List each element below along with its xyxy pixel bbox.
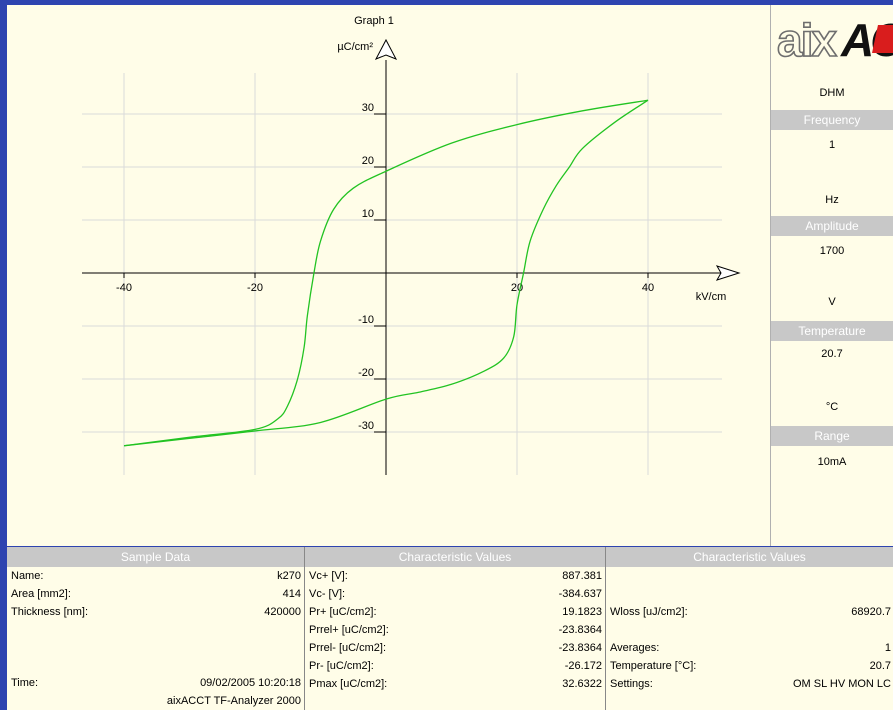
chart-axes: Graph 1 µC/cm² kV/cm bbox=[82, 15, 741, 475]
temperature-unit: °C bbox=[825, 401, 839, 413]
prrel-plus-row: Prrel+ [uC/cm2]: -23.8364 bbox=[305, 621, 606, 639]
x-tick-label: -40 bbox=[116, 282, 132, 294]
temperature-label: Temperature bbox=[771, 321, 893, 341]
wloss-value: 68920.7 bbox=[851, 606, 891, 618]
y-tick-label: -10 bbox=[358, 314, 374, 326]
x-axis-arrow bbox=[715, 265, 741, 281]
amplitude-value: 1700 bbox=[819, 245, 845, 257]
settings-label: Settings: bbox=[610, 678, 653, 690]
pr-minus-row: Pr- [uC/cm2]: -26.172 bbox=[305, 657, 606, 675]
hysteresis-descending-branch bbox=[123, 99, 649, 447]
software-name: aixACCT TF-Analyzer 2000 bbox=[166, 695, 301, 707]
prrel-minus-row: Prrel- [uC/cm2]: -23.8364 bbox=[305, 639, 606, 657]
temperature-value: 20.7 bbox=[821, 348, 843, 360]
sample-thickness-row: Thickness [nm]: 420000 bbox=[7, 603, 305, 621]
hysteresis-graph-panel: Graph 1 µC/cm² kV/cm -40 -20 20 40 30 20 10 -10… bbox=[7, 5, 771, 546]
y-tick-label: -20 bbox=[358, 367, 374, 379]
chart-title: Graph 1 bbox=[354, 15, 394, 27]
vc-minus-row: Vc- [V]: -384.637 bbox=[305, 585, 606, 603]
sample-area-value: 414 bbox=[282, 588, 301, 600]
prrel-plus-value: -23.8364 bbox=[558, 624, 602, 636]
prrel-plus-label: Prrel+ [uC/cm2]: bbox=[309, 624, 389, 636]
vc-plus-label: Vc+ [V]: bbox=[309, 570, 348, 582]
sample-time-label: Time: bbox=[11, 677, 39, 689]
averages-value: 1 bbox=[884, 642, 891, 654]
range-value: 10mA bbox=[817, 456, 847, 468]
vc-minus-label: Vc- [V]: bbox=[309, 588, 346, 600]
sample-time-value: 09/02/2005 10:20:18 bbox=[200, 677, 301, 689]
sample-time-row: Time: 09/02/2005 10:20:18 bbox=[7, 674, 305, 692]
pr-plus-row: Pr+ [uC/cm2]: 19.1823 bbox=[305, 603, 606, 621]
amplitude-label: Amplitude bbox=[771, 216, 893, 236]
y-tick-label: 20 bbox=[362, 155, 374, 167]
prrel-minus-value: -23.8364 bbox=[558, 642, 602, 654]
y-tick-label: 10 bbox=[362, 208, 374, 220]
pr-plus-label: Pr+ [uC/cm2]: bbox=[309, 606, 377, 618]
sample-thickness-label: Thickness [nm]: bbox=[11, 606, 89, 618]
aixacct-logo: aixAC bbox=[771, 11, 893, 67]
vc-plus-value: 887.381 bbox=[562, 570, 602, 582]
hysteresis-ascending-branch bbox=[123, 99, 649, 447]
sample-data-column: Sample Data Name: k270 Area [mm2]: 414 T… bbox=[7, 547, 305, 710]
pmax-row: Pmax [uC/cm2]: 32.6322 bbox=[305, 675, 606, 693]
pr-minus-value: -26.172 bbox=[564, 660, 602, 672]
frequency-label: Frequency bbox=[771, 110, 893, 130]
mode-value: DHM bbox=[819, 87, 845, 99]
frequency-unit: Hz bbox=[825, 194, 839, 206]
sample-data-header: Sample Data bbox=[7, 547, 304, 567]
chart-series bbox=[123, 99, 649, 447]
sample-area-label: Area [mm2]: bbox=[11, 588, 71, 600]
wloss-row: Wloss [uJ/cm2]: 68920.7 bbox=[606, 603, 893, 621]
sample-name-value: k270 bbox=[277, 570, 301, 582]
software-row: aixACCT TF-Analyzer 2000 bbox=[7, 692, 305, 710]
sample-area-row: Area [mm2]: 414 bbox=[7, 585, 305, 603]
characteristic-values-column-1: Characteristic Values Vc+ [V]: 887.381 V… bbox=[305, 547, 606, 710]
averages-label: Averages: bbox=[610, 642, 660, 654]
averages-row: Averages: 1 bbox=[606, 639, 893, 657]
y-tick-label: -30 bbox=[358, 420, 374, 432]
sample-name-label: Name: bbox=[11, 570, 44, 582]
y-tick-label: 30 bbox=[362, 102, 374, 114]
pmax-value: 32.6322 bbox=[562, 678, 602, 690]
temperature-c-value: 20.7 bbox=[869, 660, 891, 672]
range-label: Range bbox=[771, 426, 893, 446]
vc-plus-row: Vc+ [V]: 887.381 bbox=[305, 567, 606, 585]
characteristic-values-header-1: Characteristic Values bbox=[305, 547, 605, 567]
x-tick-label: -20 bbox=[247, 282, 263, 294]
x-tick-label: 40 bbox=[642, 282, 654, 294]
temperature-row: Temperature [°C]: 20.7 bbox=[606, 657, 893, 675]
amplitude-unit: V bbox=[828, 296, 836, 308]
pr-minus-label: Pr- [uC/cm2]: bbox=[309, 660, 374, 672]
settings-value: OM SL HV MON LC bbox=[793, 678, 891, 690]
wloss-label: Wloss [uJ/cm2]: bbox=[610, 606, 688, 618]
chart-grid bbox=[82, 73, 722, 475]
pr-plus-value: 19.1823 bbox=[562, 606, 602, 618]
frequency-value: 1 bbox=[828, 139, 836, 151]
hysteresis-chart: Graph 1 µC/cm² kV/cm -40 -20 20 40302010-10… bbox=[82, 15, 741, 475]
sample-name-row: Name: k270 bbox=[7, 567, 305, 585]
measurement-settings-panel: aixAC DHM Frequency 1 Hz Amplitude 1700 … bbox=[771, 5, 893, 546]
settings-row: Settings: OM SL HV MON LC bbox=[606, 675, 893, 693]
prrel-minus-label: Prrel- [uC/cm2]: bbox=[309, 642, 387, 654]
characteristic-values-column-2: Characteristic Values Wloss [uJ/cm2]: 68… bbox=[606, 547, 893, 710]
temperature-c-label: Temperature [°C]: bbox=[610, 660, 697, 672]
characteristic-values-header-2: Characteristic Values bbox=[606, 547, 893, 567]
y-axis-arrow bbox=[374, 38, 398, 60]
vc-minus-value: -384.637 bbox=[558, 588, 602, 600]
x-axis-unit-label: kV/cm bbox=[696, 291, 727, 303]
sample-thickness-value: 420000 bbox=[264, 606, 301, 618]
y-axis-unit-label: µC/cm² bbox=[337, 41, 373, 53]
results-table: Sample Data Name: k270 Area [mm2]: 414 T… bbox=[7, 547, 893, 710]
pmax-label: Pmax [uC/cm2]: bbox=[309, 678, 388, 690]
